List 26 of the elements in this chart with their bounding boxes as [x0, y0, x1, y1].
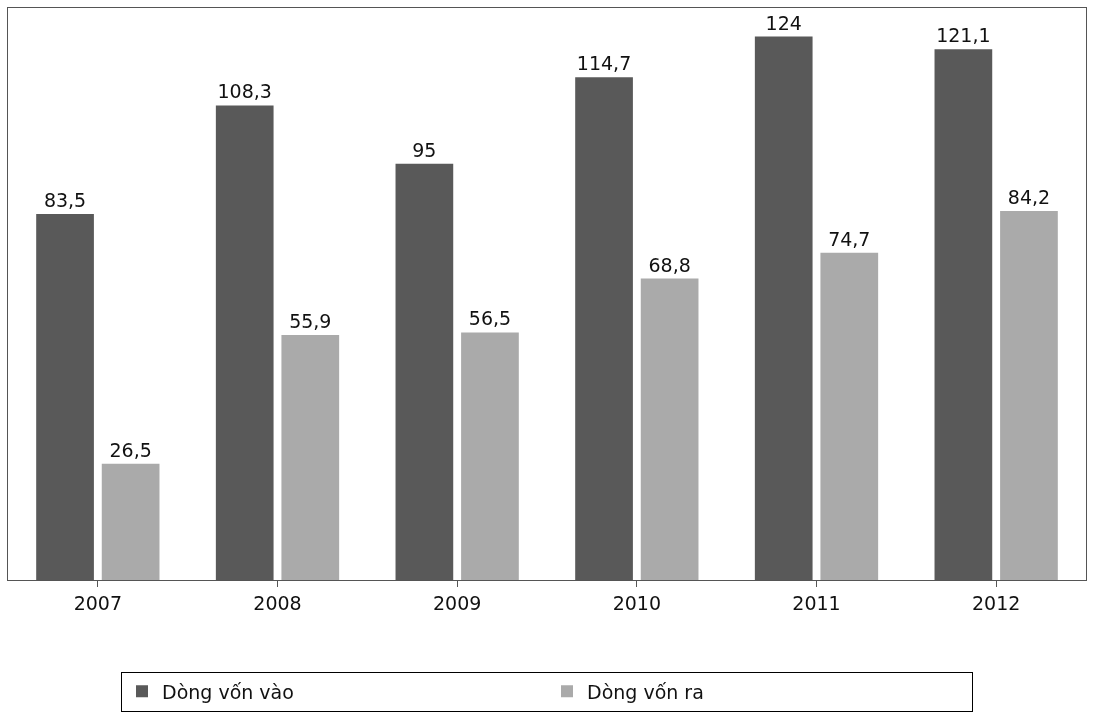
- bar: [820, 252, 879, 580]
- x-tick-label: 2012: [971, 591, 1021, 614]
- data-label: 83,5: [43, 189, 87, 212]
- data-label: 56,5: [468, 307, 512, 330]
- data-label: 108,3: [217, 80, 272, 103]
- x-tick-label: 2011: [792, 591, 841, 614]
- bar: [461, 332, 519, 580]
- bar: [640, 278, 699, 580]
- data-label: 114,7: [576, 52, 632, 75]
- data-label: 26,5: [109, 438, 152, 461]
- data-label: 121,1: [936, 24, 991, 47]
- x-tick-label: 2007: [73, 591, 123, 614]
- data-label: 124: [765, 11, 802, 34]
- x-tick-label: 2010: [612, 591, 662, 614]
- legend-label: Dòng vốn vào: [162, 680, 294, 703]
- x-tick-label: 2008: [253, 591, 302, 614]
- bar: [1000, 211, 1058, 580]
- data-label: 68,8: [648, 253, 691, 276]
- bar: [281, 335, 340, 580]
- x-tick-label: 2009: [432, 591, 482, 614]
- legend-label: Dòng vốn ra: [587, 680, 704, 703]
- data-label: 84,2: [1007, 186, 1051, 209]
- bar: [101, 463, 160, 580]
- data-label: 95: [412, 138, 437, 161]
- data-label: 55,9: [289, 310, 332, 333]
- data-label: 74,7: [828, 227, 871, 250]
